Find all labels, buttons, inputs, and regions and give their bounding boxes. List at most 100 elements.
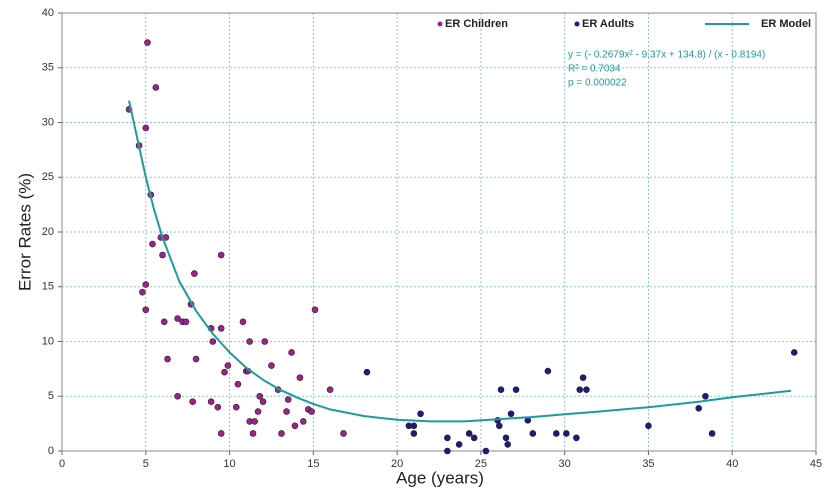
point <box>504 441 511 448</box>
point <box>497 386 505 393</box>
point <box>174 315 181 322</box>
point <box>702 392 709 400</box>
point <box>410 422 418 430</box>
point <box>234 380 242 388</box>
point <box>221 368 228 376</box>
legend-swatch <box>574 21 580 27</box>
y-tick-label: 20 <box>42 226 54 238</box>
y-tick-label: 40 <box>42 7 54 19</box>
point <box>576 386 584 393</box>
point <box>249 430 257 437</box>
point <box>326 386 334 393</box>
x-tick-label: 25 <box>475 458 487 470</box>
point <box>444 447 451 455</box>
y-tick-label: 30 <box>42 116 54 128</box>
x-tick-label: 15 <box>307 458 319 470</box>
point <box>139 288 146 296</box>
legend-label: ER Children <box>445 18 508 30</box>
point <box>246 338 253 345</box>
point <box>790 349 798 356</box>
point <box>529 430 537 437</box>
legend-label: ER Adults <box>582 18 634 30</box>
point <box>217 251 225 259</box>
point <box>214 403 222 411</box>
y-tick-label: 5 <box>48 390 54 402</box>
point <box>217 430 225 437</box>
point <box>512 386 520 393</box>
point <box>573 434 580 442</box>
x-axis-label: Age (years) <box>396 468 484 487</box>
point <box>142 281 150 288</box>
point <box>563 430 570 437</box>
point <box>142 124 150 132</box>
point <box>164 355 171 363</box>
point <box>239 318 247 326</box>
point <box>311 306 319 314</box>
x-tick-label: 40 <box>726 458 738 470</box>
x-tick-label: 5 <box>143 458 149 470</box>
point <box>296 374 304 381</box>
point <box>482 447 490 455</box>
point <box>278 430 285 437</box>
point <box>308 408 315 415</box>
point <box>470 434 478 442</box>
point <box>224 362 232 369</box>
annotation: p = 0.000022 <box>568 78 627 89</box>
point <box>192 355 200 363</box>
model-line <box>128 100 792 423</box>
x-tick-label: 20 <box>391 458 403 470</box>
point <box>583 386 590 393</box>
point <box>444 434 451 442</box>
point <box>465 430 473 437</box>
y-tick-label: 15 <box>42 281 54 293</box>
point <box>340 430 347 437</box>
plot-frame <box>61 12 817 452</box>
point <box>299 418 307 425</box>
point <box>149 240 156 248</box>
point <box>455 441 463 448</box>
point <box>144 39 151 46</box>
point <box>502 434 510 442</box>
point <box>152 84 160 91</box>
y-tick-label: 25 <box>42 171 54 183</box>
point <box>254 408 262 415</box>
point <box>251 418 258 425</box>
point <box>695 404 703 412</box>
x-tick-label: 45 <box>810 458 822 470</box>
legend-label: ER Model <box>761 18 811 30</box>
point <box>159 251 166 259</box>
point <box>182 318 190 326</box>
point <box>256 392 264 400</box>
point <box>217 325 225 332</box>
point <box>259 398 267 406</box>
point <box>288 349 295 356</box>
x-tick-label: 35 <box>642 458 654 470</box>
point <box>207 398 215 406</box>
point <box>645 422 652 430</box>
x-tick-label: 0 <box>59 458 65 470</box>
point <box>363 368 371 376</box>
point <box>291 422 299 430</box>
point <box>261 338 269 345</box>
annotation: R² = 0.7034 <box>568 64 621 75</box>
y-tick-label: 10 <box>42 335 54 347</box>
point <box>189 398 196 406</box>
point <box>191 270 198 277</box>
point <box>209 338 217 345</box>
point <box>268 362 275 369</box>
point <box>284 396 292 403</box>
point <box>544 367 552 375</box>
y-axis-label: Error Rates (%) <box>15 173 34 291</box>
point <box>142 306 150 314</box>
point <box>232 403 240 411</box>
point <box>708 430 716 437</box>
point <box>410 430 418 437</box>
point <box>507 410 515 418</box>
y-tick-label: 35 <box>42 62 54 74</box>
point <box>160 318 168 326</box>
legend-swatch <box>437 21 443 27</box>
point <box>417 410 424 418</box>
point <box>496 422 503 430</box>
x-tick-label: 30 <box>559 458 571 470</box>
point <box>174 392 181 400</box>
